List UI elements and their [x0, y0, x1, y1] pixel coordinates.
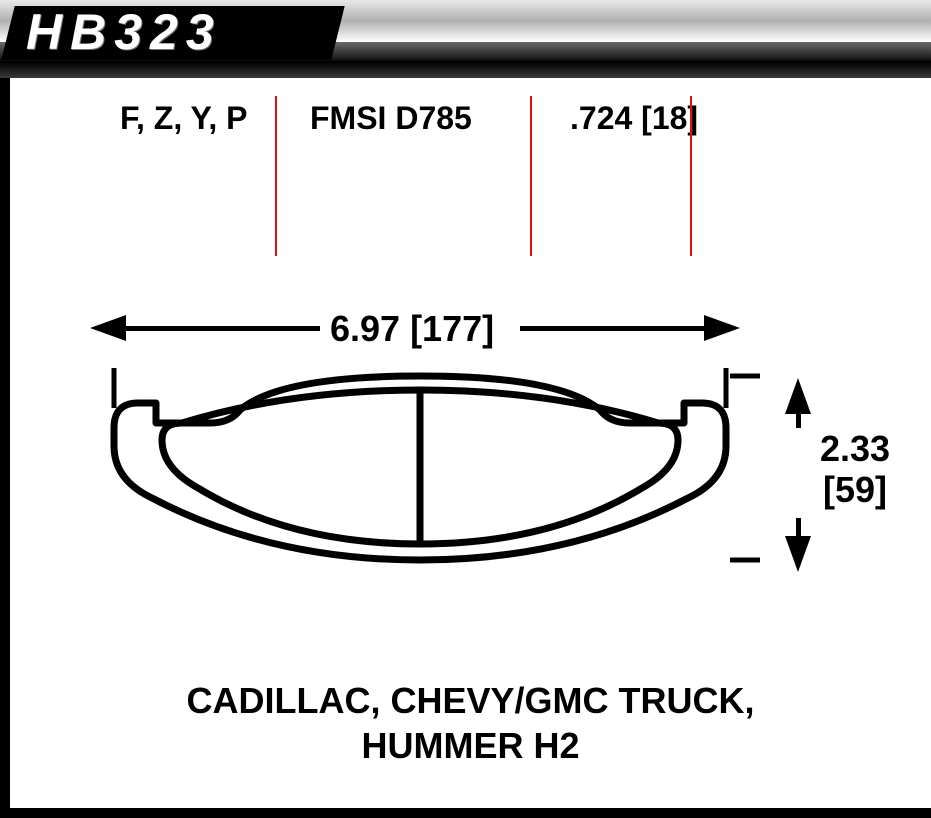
brake-pad-diagram	[80, 368, 760, 568]
height-line-top	[796, 408, 801, 428]
arrow-right-icon	[704, 315, 740, 341]
spec-fmsi: FMSI D785	[310, 100, 472, 137]
frame-left	[0, 78, 10, 818]
separator-1	[275, 96, 277, 256]
separator-3	[690, 96, 692, 256]
width-line-right	[520, 326, 710, 331]
arrow-down-icon	[785, 536, 811, 572]
separator-2	[530, 96, 532, 256]
spec-compounds: F, Z, Y, P	[120, 100, 247, 137]
part-number: HB323	[26, 3, 222, 61]
vehicles-line-2: HUMMER H2	[10, 723, 931, 768]
vehicle-applications: CADILLAC, CHEVY/GMC TRUCK, HUMMER H2	[10, 678, 931, 768]
vehicles-line-1: CADILLAC, CHEVY/GMC TRUCK,	[10, 678, 931, 723]
header-band: HB323	[0, 0, 931, 78]
height-label-mm: [59]	[820, 469, 890, 510]
spec-thickness: .724 [18]	[570, 100, 698, 137]
width-line-left	[120, 326, 320, 331]
height-dimension: 2.33 [59]	[780, 378, 930, 568]
frame-bottom	[0, 808, 931, 818]
height-label-in: 2.33	[820, 428, 890, 469]
width-label: 6.97 [177]	[330, 308, 494, 350]
height-line-bottom	[796, 518, 801, 538]
content-area: F, Z, Y, P FMSI D785 .724 [18] 6.97 [177…	[10, 78, 931, 808]
